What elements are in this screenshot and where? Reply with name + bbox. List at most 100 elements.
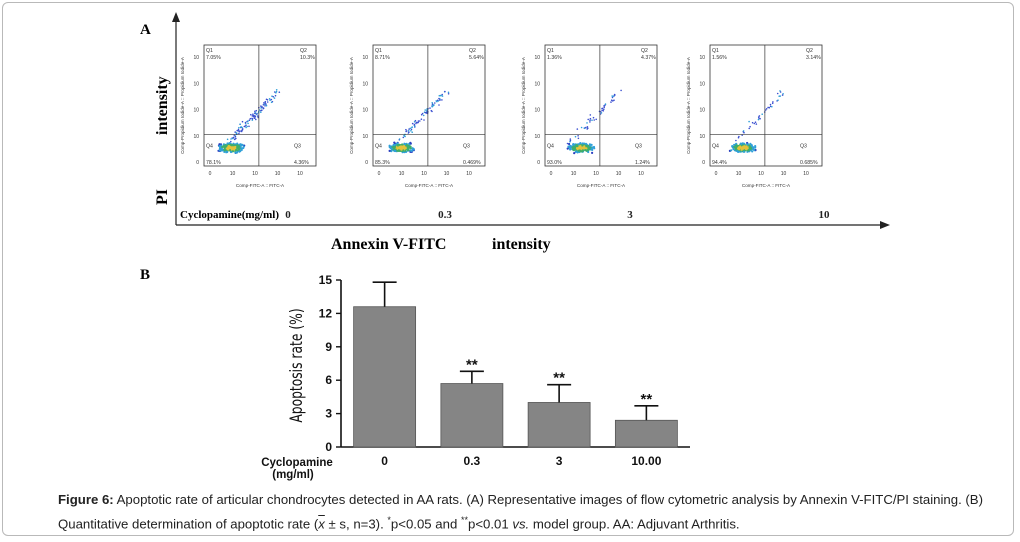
x-axis-title-annexin: Annexin V-FITC [331, 236, 446, 253]
flow-y-tick: 10 [699, 81, 705, 87]
quadrant-name: Q4 [375, 144, 382, 150]
caption-sig2: ** [460, 515, 468, 525]
quadrant-name: Q1 [206, 48, 213, 54]
flow-x-label: Comp-FITC-A :: FITC-A [236, 183, 285, 188]
quadrant-name: Q1 [375, 48, 382, 54]
quadrant-name: Q2 [641, 48, 648, 54]
flow-x-tick: 10 [275, 171, 281, 177]
flow-y-label: Comp-Propidium Iodide-A :: Propidium Iod… [686, 56, 691, 154]
y-tick-label: 6 [325, 373, 332, 387]
flow-y-tick: 0 [196, 160, 199, 166]
flow-x-tick: 0 [715, 171, 718, 177]
y-tick-label: 3 [325, 407, 332, 421]
quadrant-q2-value: 10.3% [300, 55, 315, 61]
y-tick-label: 0 [325, 440, 332, 454]
flow-y-tick: 10 [699, 108, 705, 114]
x-axis-title-intensity: intensity [492, 236, 551, 253]
flow-x-tick: 10 [230, 171, 236, 177]
y-tick-label: 12 [319, 306, 333, 320]
quadrant-name: Q2 [300, 48, 307, 54]
quadrant-name: Q4 [547, 144, 554, 150]
flow-x-tick: 10 [593, 171, 599, 177]
quadrant-q2-value: 3.14% [806, 55, 821, 61]
flow-x-tick: 10 [781, 171, 787, 177]
quadrant-q1-value: 1.56% [712, 55, 727, 61]
flow-x-label: Comp-FITC-A :: FITC-A [577, 183, 626, 188]
x-axis-title-line1: Cyclopamine [261, 457, 333, 469]
x-tick-label: 0.3 [464, 454, 481, 468]
y-axis-title-intensity: intensity [154, 76, 171, 135]
flow-x-tick: 10 [297, 171, 303, 177]
y-axis-title: Apoptosis rate (%) [287, 308, 306, 422]
quadrant-q1-value: 7.05% [206, 55, 221, 61]
x-tick-label: 10.00 [631, 454, 661, 468]
pi-axis [172, 12, 180, 225]
flow-plot-frame [544, 44, 658, 167]
quadrant-q4-value: 85.3% [375, 160, 390, 166]
quadrant-q4-value: 94.4% [712, 160, 727, 166]
quadrant-name: Q1 [547, 48, 554, 54]
flow-x-tick: 10 [736, 171, 742, 177]
flow-y-tick: 10 [534, 81, 540, 87]
flow-y-label: Comp-Propidium Iodide-A :: Propidium Iod… [349, 56, 354, 154]
flow-x-tick: 0 [550, 171, 553, 177]
flow-plot-events [388, 90, 450, 154]
panel-a-label: A [140, 22, 151, 38]
quadrant-q4-value: 93.0% [547, 160, 562, 166]
flow-y-tick: 10 [534, 134, 540, 140]
flow-plot: Q11.56% Q23.14% Q3 0.685% Q4 94.4% 10 10 10 10 0 0 1… [686, 44, 823, 188]
x-tick-label: 3 [556, 454, 563, 468]
flow-x-tick: 10 [466, 171, 472, 177]
dose-labels: 0 0.3 3 10 [285, 209, 830, 221]
flow-y-tick: 10 [362, 134, 368, 140]
quadrant-q4-value: 78.1% [206, 160, 221, 166]
flow-x-tick: 10 [758, 171, 764, 177]
bar [440, 383, 504, 448]
flow-y-label: Comp-Propidium Iodide-A :: Propidium Iod… [521, 56, 526, 154]
y-tick-label: 9 [325, 340, 332, 354]
flow-y-tick: 10 [699, 134, 705, 140]
flow-y-tick: 10 [534, 108, 540, 114]
quadrant-name: Q1 [712, 48, 719, 54]
flow-x-tick: 10 [252, 171, 258, 177]
caption-text4: p<0.01 [467, 516, 513, 532]
flow-y-tick: 10 [362, 81, 368, 87]
flow-x-tick: 10 [421, 171, 427, 177]
caption-text5: model group. AA: Adjuvant Arthritis. [529, 516, 740, 532]
significance-marker: ** [641, 391, 653, 408]
dose-label: 0.3 [438, 209, 452, 221]
caption-xbar: x [318, 516, 325, 532]
flow-x-tick: 10 [616, 171, 622, 177]
flow-y-tick: 10 [362, 108, 368, 114]
flow-y-tick: 10 [193, 134, 199, 140]
quadrant-name: Q3 [463, 144, 470, 150]
quadrant-q1-value: 8.71% [375, 55, 390, 61]
flow-x-tick: 0 [378, 171, 381, 177]
bar [614, 419, 678, 448]
caption-text2: ± s, n=3). [324, 516, 388, 532]
quadrant-q3-value: 0.685% [800, 160, 818, 166]
flow-plot-events [728, 90, 784, 153]
quadrant-name: Q3 [294, 144, 301, 150]
quadrant-name: Q3 [800, 144, 807, 150]
caption-vs: vs. [512, 516, 530, 532]
quadrant-q1-value: 1.36% [547, 55, 562, 61]
caption-text1: Apoptotic rate of articular chondrocytes… [58, 492, 983, 532]
panel-b-label: B [140, 267, 150, 283]
bar [527, 402, 591, 448]
annexin-axis [176, 221, 890, 229]
caption-sig1: * [387, 515, 391, 525]
quadrant-name: Q4 [712, 144, 719, 150]
significance-marker: ** [466, 356, 478, 373]
flow-plot-frame [709, 44, 823, 167]
flow-x-tick: 10 [638, 171, 644, 177]
flow-x-tick: 10 [571, 171, 577, 177]
quadrant-q3-value: 0.469% [463, 160, 481, 166]
flow-y-tick: 0 [537, 160, 540, 166]
flow-y-tick: 10 [193, 108, 199, 114]
caption-text3: p<0.05 and [390, 516, 461, 532]
flow-plot-events [217, 89, 281, 154]
flow-y-tick: 10 [193, 81, 199, 87]
y-tick-label: 15 [319, 273, 333, 287]
